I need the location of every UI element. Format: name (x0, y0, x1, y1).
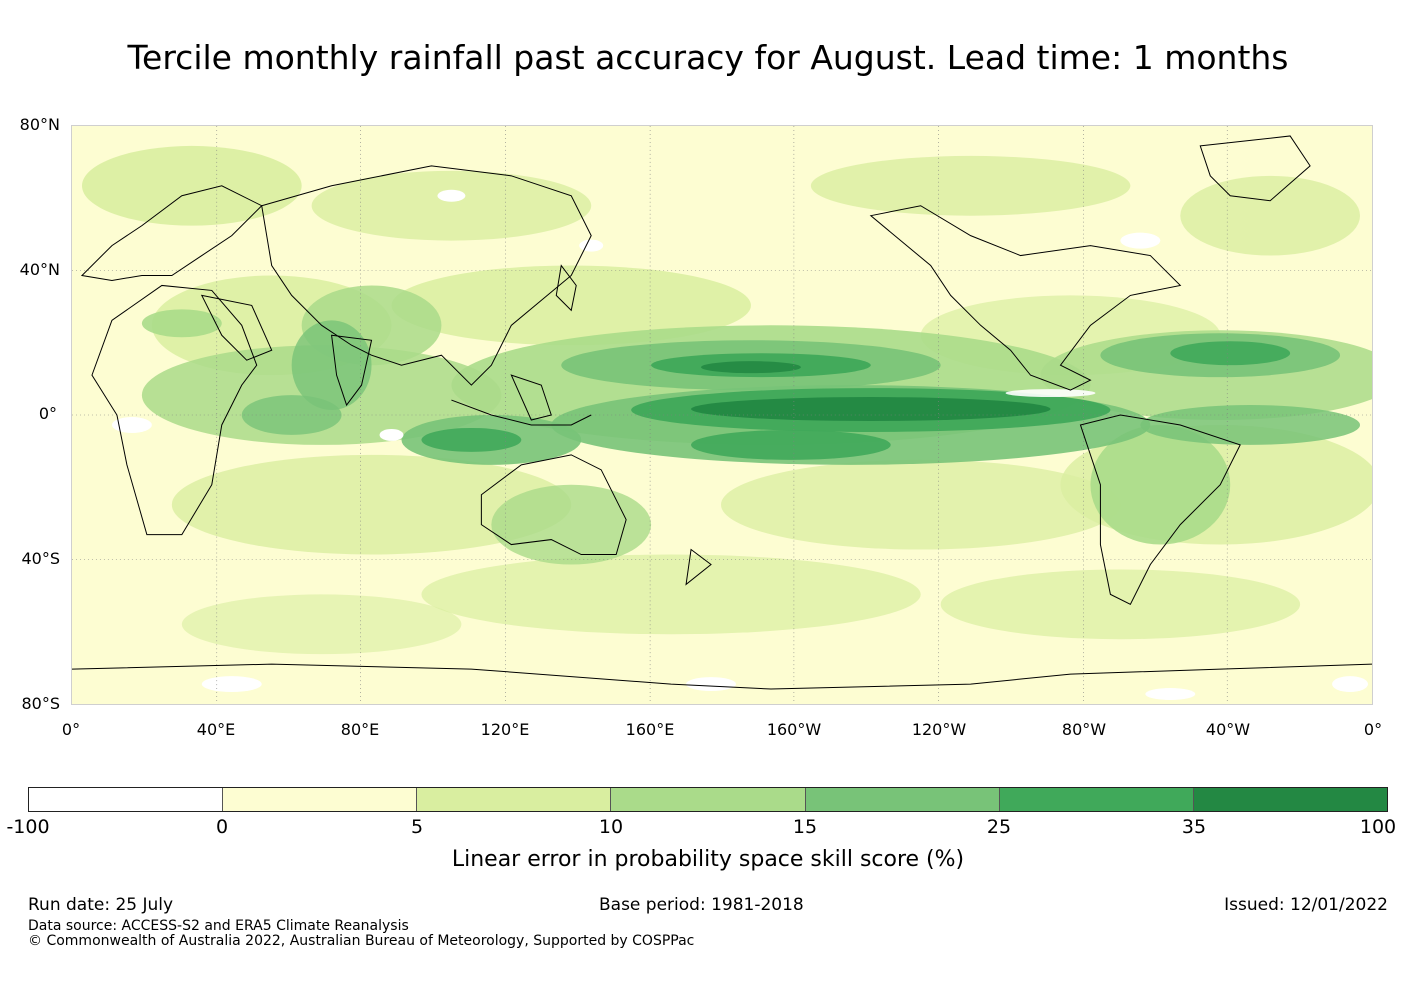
lat-label-80n: 80°N (19, 115, 60, 134)
colorbar-segment-3 (417, 788, 612, 811)
lon-label-0e: 0° (61, 720, 81, 739)
lat-label-40n: 40°N (19, 260, 60, 279)
colorbar-tick-1: -100 (6, 816, 50, 838)
lon-label-80w: 80°W (1061, 720, 1107, 739)
base-period: Base period: 1981-2018 (599, 895, 804, 915)
colorbar-segment-7 (1193, 788, 1387, 811)
colorbar-tick-6: 25 (986, 816, 1012, 838)
colorbar-segment-4 (611, 788, 806, 811)
colorbar-tick-8: 100 (1359, 816, 1397, 838)
lon-label-40w: 40°W (1205, 720, 1251, 739)
colorbar-tick-3: 5 (410, 816, 424, 838)
colorbar-tick-2: 0 (215, 816, 229, 838)
colorbar-tick-4: 10 (598, 816, 624, 838)
map-gridlines (72, 126, 1372, 704)
run-date: Run date: 25 July (28, 895, 174, 915)
coastlines (72, 135, 1372, 690)
skill-shading (81, 145, 1372, 701)
colorbar-segment-1 (29, 788, 224, 811)
colorbar-tick-7: 35 (1181, 816, 1207, 838)
lon-label-120e: 120°E (480, 720, 530, 739)
lat-label-40s: 40°S (21, 549, 60, 568)
issued-date: Issued: 12/01/2022 (1224, 895, 1388, 915)
colorbar (28, 787, 1388, 812)
lon-label-40e: 40°E (196, 720, 236, 739)
copyright: © Commonwealth of Australia 2022, Austra… (28, 933, 695, 949)
lon-label-0w: 0° (1363, 720, 1383, 739)
lon-label-160e: 160°E (625, 720, 675, 739)
colorbar-label: Linear error in probability space skill … (451, 847, 965, 872)
lon-label-160w: 160°W (766, 720, 822, 739)
lat-label-eq: 0° (38, 404, 57, 423)
colorbar-segment-2 (223, 788, 418, 811)
colorbar-segment-5 (805, 788, 1000, 811)
lon-label-80e: 80°E (340, 720, 380, 739)
lat-label-80s: 80°S (21, 694, 60, 713)
map-canvas (72, 126, 1372, 704)
data-source: Data source: ACCESS-S2 and ERA5 Climate … (28, 918, 409, 934)
colorbar-segment-6 (999, 788, 1194, 811)
lon-label-120w: 120°W (911, 720, 967, 739)
map-title: Tercile monthly rainfall past accuracy f… (127, 38, 1289, 77)
skill-score-map (71, 125, 1373, 705)
colorbar-tick-5: 15 (792, 816, 818, 838)
